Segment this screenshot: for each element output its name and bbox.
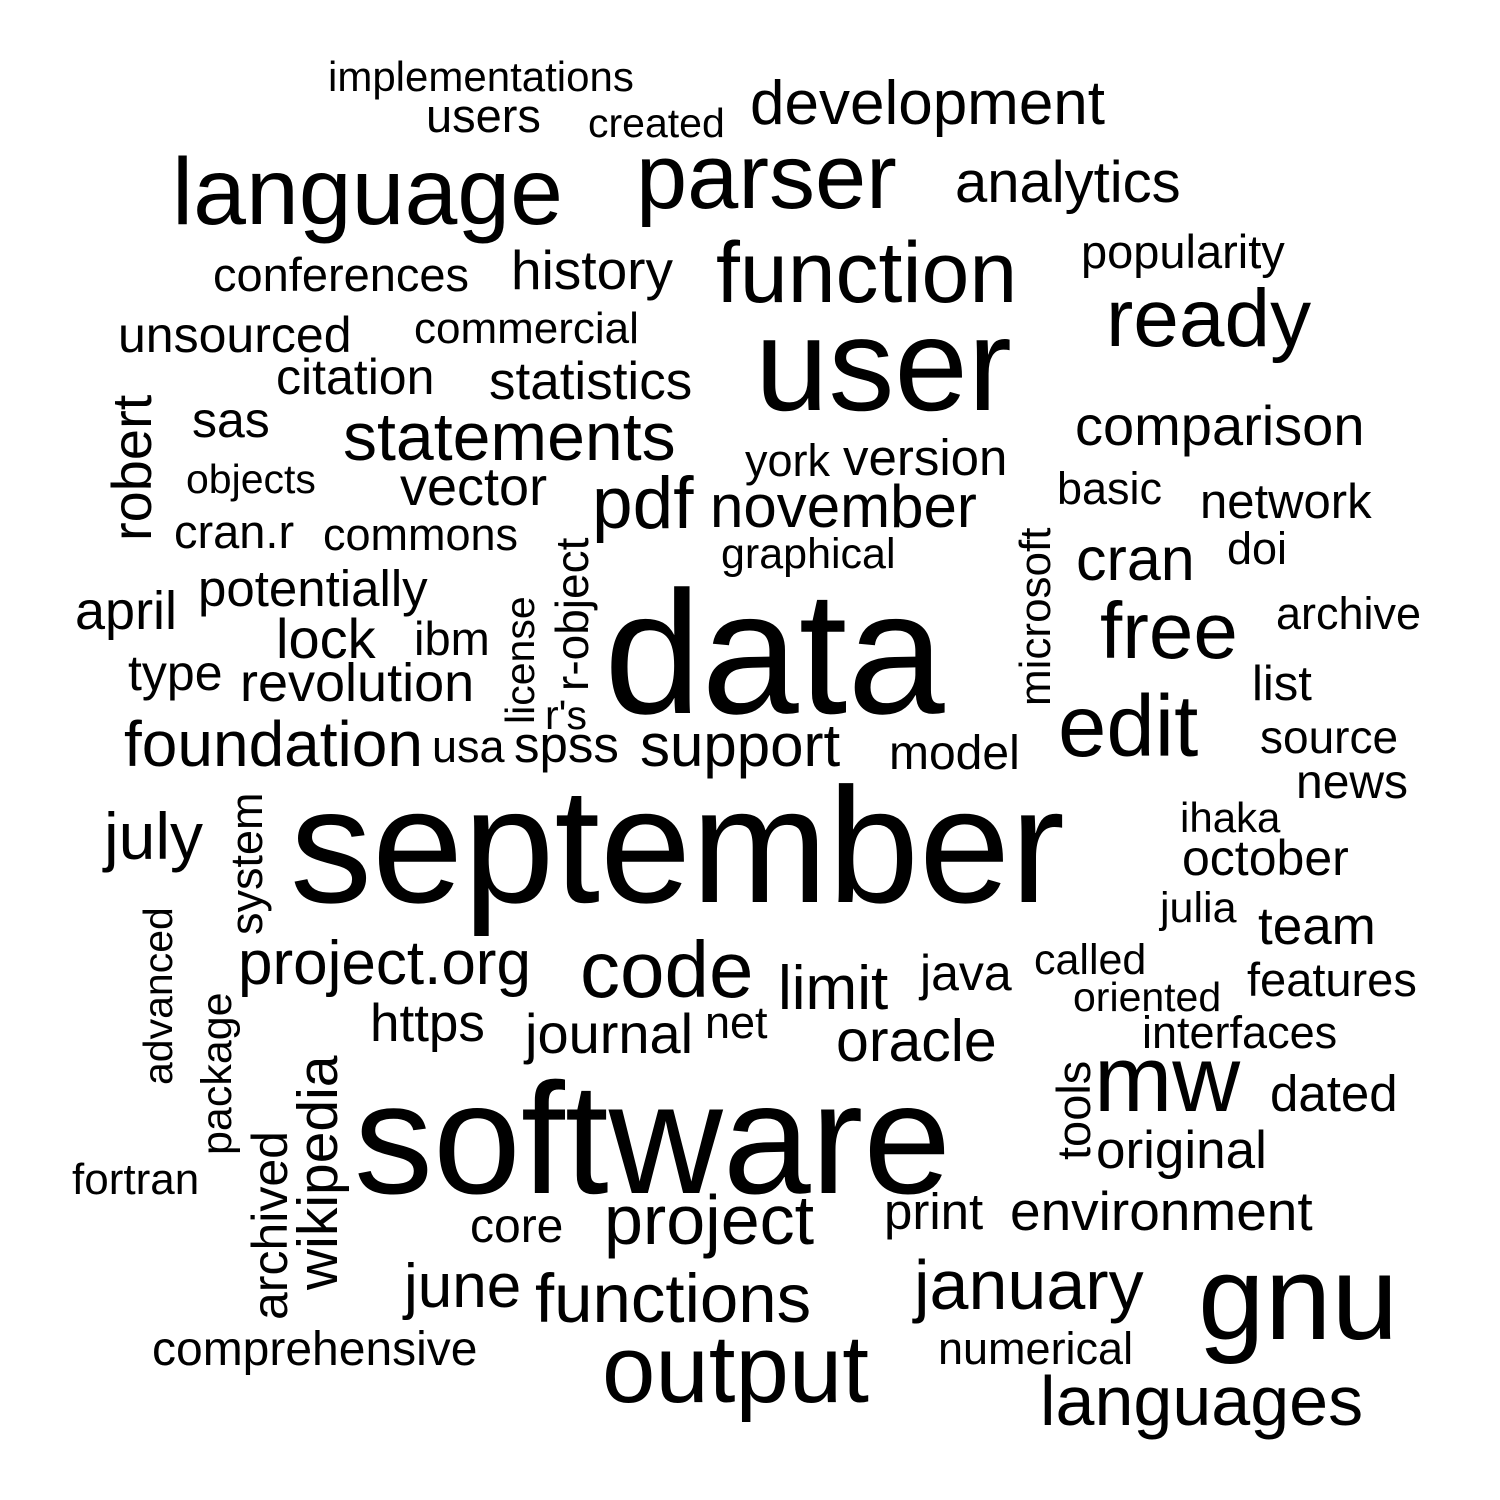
word-potentially: potentially xyxy=(198,560,428,617)
word-journal: journal xyxy=(525,1002,694,1065)
word-lock: lock xyxy=(276,607,376,670)
word-development: development xyxy=(750,69,1106,138)
word-july: july xyxy=(104,799,204,873)
word-june: june xyxy=(404,1252,522,1321)
word-microsoft: microsoft xyxy=(1011,527,1060,706)
word-numerical: numerical xyxy=(938,1323,1134,1374)
word-license: license xyxy=(497,596,543,724)
word-fortran: fortran xyxy=(72,1155,200,1204)
word-advanced: advanced xyxy=(135,907,181,1085)
word-language: language xyxy=(172,139,563,245)
word-net: net xyxy=(705,997,768,1048)
word-code: code xyxy=(580,925,754,1014)
word-julia: julia xyxy=(1160,884,1237,932)
word-r-s: r's xyxy=(545,692,587,738)
word-cran: cran xyxy=(1076,525,1195,593)
word-support: support xyxy=(640,712,841,779)
word-mw: mw xyxy=(1094,1026,1241,1131)
word-limit: limit xyxy=(778,954,889,1023)
word-type: type xyxy=(128,645,223,701)
word-basic: basic xyxy=(1057,463,1163,514)
word-october: october xyxy=(1182,830,1349,886)
word-cran-r: cran.r xyxy=(174,505,295,558)
word-september: september xyxy=(290,754,1065,937)
word-vector: vector xyxy=(400,457,548,517)
word-environment: environment xyxy=(1010,1180,1313,1242)
word-sas: sas xyxy=(192,392,270,448)
word-analytics: analytics xyxy=(955,150,1181,215)
word-model: model xyxy=(889,727,1020,780)
word-data: data xyxy=(604,556,945,751)
word-commercial: commercial xyxy=(414,304,639,353)
word-ibm: ibm xyxy=(414,612,490,665)
word-free: free xyxy=(1100,586,1238,675)
word-languages: languages xyxy=(1040,1362,1364,1440)
word-functions: functions xyxy=(535,1260,812,1337)
word-software: software xyxy=(354,1051,952,1227)
word-statements: statements xyxy=(343,399,676,475)
word-features: features xyxy=(1247,953,1417,1006)
word-popularity: popularity xyxy=(1081,225,1285,278)
word-revolution: revolution xyxy=(240,653,475,713)
word-network: network xyxy=(1200,475,1372,529)
word-objects: objects xyxy=(186,456,316,502)
word-usa: usa xyxy=(432,721,505,772)
word-dated: dated xyxy=(1270,1065,1398,1122)
word-list: list xyxy=(1252,657,1312,711)
word-ready: ready xyxy=(1106,273,1312,364)
word-york: york xyxy=(745,435,831,486)
word-interfaces: interfaces xyxy=(1142,1007,1338,1058)
word-gnu: gnu xyxy=(1198,1231,1399,1365)
word-january: january xyxy=(914,1246,1144,1324)
word-package: package xyxy=(193,992,241,1155)
word-conferences: conferences xyxy=(213,248,470,301)
word-archived: archived xyxy=(242,1131,298,1320)
word-comparison: comparison xyxy=(1075,394,1365,457)
word-project: project xyxy=(604,1181,815,1259)
word-output: output xyxy=(602,1316,869,1423)
word-user: user xyxy=(755,291,1012,438)
word-users: users xyxy=(426,89,541,142)
word-core: core xyxy=(470,1200,564,1253)
word-java: java xyxy=(920,945,1012,1001)
word-doi: doi xyxy=(1227,523,1288,574)
word-original: original xyxy=(1096,1121,1267,1180)
word-spss: spss xyxy=(514,716,619,773)
word-archive: archive xyxy=(1276,588,1422,639)
word-system: system xyxy=(221,792,272,935)
word-comprehensive: comprehensive xyxy=(152,1323,478,1376)
word-version: version xyxy=(843,429,1008,486)
word-tools: tools xyxy=(1047,1060,1100,1160)
word-https: https xyxy=(370,994,485,1053)
word-unsourced: unsourced xyxy=(118,307,352,363)
word-graphical: graphical xyxy=(721,530,896,578)
word-oriented: oriented xyxy=(1073,974,1222,1020)
word-parser: parser xyxy=(636,126,897,228)
word-april: april xyxy=(75,581,178,641)
word-implementations: implementations xyxy=(328,53,634,100)
word-news: news xyxy=(1296,756,1409,809)
word-robert: robert xyxy=(100,394,163,541)
word-called: called xyxy=(1034,936,1147,984)
word-wikipedia: wikipedia xyxy=(286,1055,350,1290)
word-source: source xyxy=(1260,711,1399,763)
word-pdf: pdf xyxy=(592,463,694,544)
word-ihaka: ihaka xyxy=(1180,794,1281,841)
word-history: history xyxy=(511,239,673,301)
word-team: team xyxy=(1258,897,1376,956)
word-commons: commons xyxy=(323,509,519,560)
word-edit: edit xyxy=(1058,678,1199,775)
word-print: print xyxy=(884,1183,984,1240)
word-function: function xyxy=(716,225,1018,321)
word-oracle: oracle xyxy=(836,1008,997,1074)
word-november: november xyxy=(710,473,977,540)
word-project-org: project.org xyxy=(238,929,531,998)
word-created: created xyxy=(588,100,725,146)
word-statistics: statistics xyxy=(489,352,693,411)
word-r-object: r-object xyxy=(546,537,598,691)
word-citation: citation xyxy=(276,349,435,405)
word-foundation: foundation xyxy=(124,708,423,780)
